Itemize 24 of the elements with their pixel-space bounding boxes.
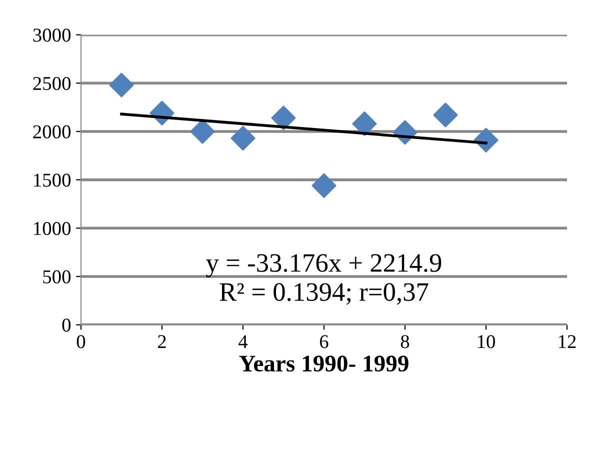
x-tick-label: 12 xyxy=(558,335,576,348)
y-tick-label: 1000 xyxy=(34,222,71,236)
y-tick-label: 2000 xyxy=(33,125,71,138)
point xyxy=(271,106,296,130)
point xyxy=(190,119,215,144)
x-tick-label: 10 xyxy=(478,335,495,348)
point xyxy=(230,126,256,151)
x-axis-title: Years 1990- 1999 xyxy=(239,356,408,372)
annotation: y = -33.176x + 2214.9 xyxy=(206,254,442,278)
x-tick-label: 8 xyxy=(400,335,410,348)
x-tick-label: 4 xyxy=(238,335,248,348)
y-tick-label: 2500 xyxy=(33,76,71,90)
point xyxy=(433,102,458,128)
x-tick-label: 6 xyxy=(320,335,328,348)
y-tick-label: 1500 xyxy=(34,174,71,187)
y-tick-label: 0 xyxy=(62,318,71,332)
y-tick-label: 500 xyxy=(43,270,71,284)
x-tick-label: 0 xyxy=(76,335,86,348)
point xyxy=(312,173,336,198)
y-tick-label: 3000 xyxy=(33,28,71,42)
annotation: R² = 0.1394; r=0,37 xyxy=(220,283,428,305)
point xyxy=(352,111,377,136)
x-tick-label: 2 xyxy=(158,335,166,348)
point xyxy=(109,72,134,98)
